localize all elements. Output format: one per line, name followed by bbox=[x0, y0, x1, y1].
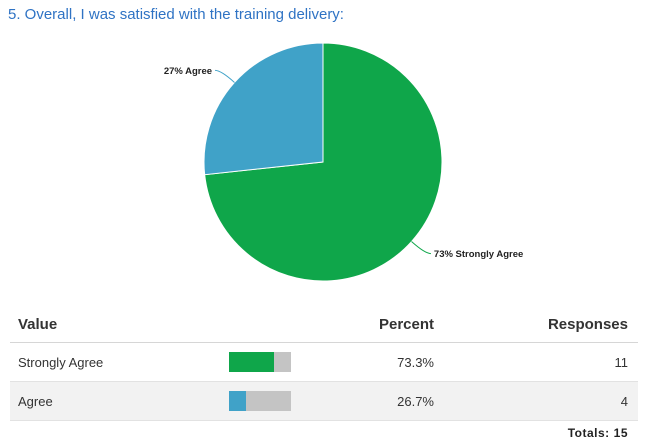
table-row: Strongly Agree 73.3% 11 bbox=[10, 343, 638, 382]
pie-slice-agree bbox=[203, 42, 324, 176]
results-table: Value Percent Responses Strongly Agree 7… bbox=[10, 306, 638, 421]
percent-bar bbox=[229, 382, 291, 420]
header-responses: Responses bbox=[547, 315, 628, 333]
table-row: Agree 26.7% 4 bbox=[10, 382, 638, 421]
header-percent: Percent bbox=[378, 315, 434, 333]
row-percent: 26.7% bbox=[397, 393, 434, 409]
pie-leader-line bbox=[215, 69, 235, 83]
row-responses: 4 bbox=[620, 393, 628, 409]
pie-label-agree: 27% Agree bbox=[164, 66, 212, 77]
pie-leader-line bbox=[411, 241, 431, 255]
pie-chart: 73% Strongly Agree 27% Agree bbox=[164, 42, 523, 282]
percent-bar bbox=[229, 343, 291, 381]
table-header-row: Value Percent Responses bbox=[10, 306, 638, 343]
percent-bar-fill bbox=[229, 352, 275, 372]
header-value: Value bbox=[18, 315, 58, 333]
row-value: Agree bbox=[18, 393, 53, 409]
totals: Totals: 15 bbox=[564, 426, 628, 440]
question-title: 5. Overall, I was satisfied with the tra… bbox=[8, 6, 344, 23]
row-responses: 11 bbox=[614, 354, 629, 370]
percent-bar-track bbox=[229, 391, 291, 411]
row-value: Strongly Agree bbox=[18, 354, 104, 370]
pie-label-strongly-agree: 73% Strongly Agree bbox=[434, 249, 523, 260]
row-percent: 73.3% bbox=[397, 354, 434, 370]
totals-label: Totals: bbox=[567, 426, 610, 440]
percent-bar-track bbox=[229, 352, 291, 372]
percent-bar-fill bbox=[229, 391, 246, 411]
totals-value: 15 bbox=[613, 426, 628, 440]
